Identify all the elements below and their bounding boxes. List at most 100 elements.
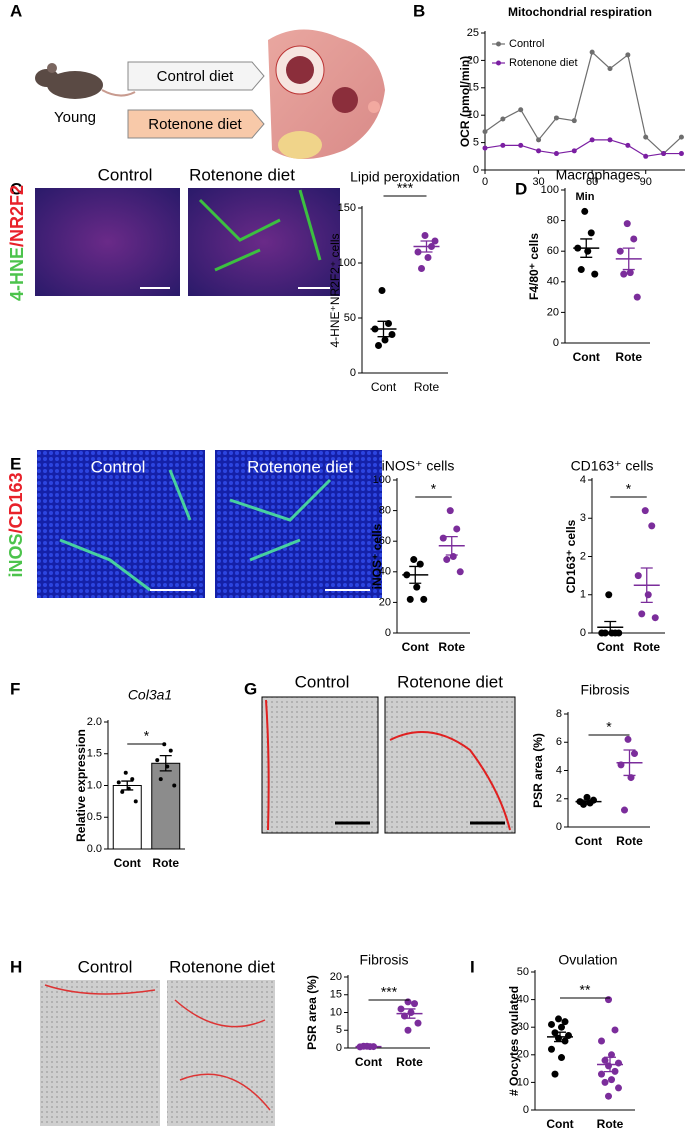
data-point — [651, 614, 659, 622]
chart-title: Mitochondrial respiration — [508, 5, 652, 19]
y-tick-label: 50 — [517, 966, 529, 978]
data-point — [456, 568, 464, 576]
stain-streaks — [198, 189, 322, 272]
significance-label: ** — [580, 982, 591, 998]
micrograph — [37, 450, 205, 598]
error-bar — [409, 565, 422, 584]
legend-label: Rotenone diet — [509, 57, 578, 69]
data-point — [536, 148, 542, 154]
chart-title: Fibrosis — [359, 952, 408, 968]
error-bar — [582, 799, 595, 804]
data-point — [449, 553, 457, 560]
y-tick-label: 20 — [547, 306, 559, 318]
x-axis-label: Min — [576, 191, 595, 203]
x-tick-label: 30 — [532, 176, 544, 188]
data-point — [624, 735, 632, 743]
x-tick-label: Rote — [615, 350, 642, 364]
panel-letter: E — [10, 454, 21, 473]
image-label: Control — [91, 457, 146, 476]
y-tick-label: 2 — [580, 550, 586, 562]
bar — [112, 785, 142, 850]
y-tick-label: 30 — [517, 1021, 529, 1033]
data-point — [630, 235, 638, 243]
y-tick-label: 0 — [523, 1104, 529, 1116]
panel-letter: G — [244, 679, 257, 698]
micrograph — [188, 188, 340, 296]
data-point — [404, 998, 412, 1006]
x-tick-label: Cont — [573, 350, 600, 364]
diagram — [35, 29, 385, 160]
y-tick-label: 10 — [467, 109, 479, 121]
chart-title: Lipid peroxidation — [350, 169, 460, 185]
data-point — [583, 793, 591, 801]
mouse-tail — [101, 89, 136, 97]
y-tick-label: 10 — [517, 1076, 529, 1088]
data-point — [623, 220, 631, 228]
y-tick-label: 20 — [330, 971, 342, 983]
x-tick-label: Cont — [597, 640, 624, 654]
stain-label: 4-HNE/NR2F2 — [7, 185, 27, 301]
x-tick-label: 60 — [586, 176, 598, 188]
data-point — [605, 996, 612, 1004]
y-axis-label: F4/80⁺ cells — [527, 233, 541, 300]
data-point — [431, 237, 439, 245]
data-point — [591, 270, 599, 278]
error-bar — [403, 1008, 416, 1019]
micrograph — [261, 696, 379, 834]
y-tick-label: 10 — [330, 1006, 342, 1018]
data-point — [631, 750, 638, 758]
data-point — [411, 1000, 418, 1008]
data-point — [605, 1092, 612, 1100]
data-point — [644, 591, 652, 599]
data-point — [421, 232, 429, 239]
y-tick-label: 150 — [338, 202, 356, 214]
x-tick-label: Rote — [616, 834, 643, 848]
legend-marker — [496, 60, 501, 66]
y-tick-label: 5 — [473, 137, 479, 149]
data-point — [158, 777, 163, 782]
data-point — [608, 1076, 615, 1084]
significance-label: * — [626, 481, 632, 497]
x-tick-label: 0 — [482, 176, 488, 188]
image-label: Control — [98, 165, 153, 184]
x-tick-label: Cont — [371, 380, 397, 394]
data-point — [446, 507, 454, 515]
data-point — [561, 1018, 569, 1026]
y-tick-label: 5 — [336, 1024, 342, 1036]
data-point — [407, 1009, 415, 1016]
data-point — [439, 534, 447, 542]
y-tick-label: 0 — [350, 367, 356, 379]
image-label: Rotenone diet — [397, 672, 503, 691]
diet-label: Rotenone diet — [148, 116, 242, 133]
image-label: Rotenone diet — [189, 165, 295, 184]
data-point — [414, 248, 422, 256]
y-tick-label: 20 — [517, 1049, 529, 1061]
data-point — [615, 1059, 622, 1067]
error-bar — [580, 238, 593, 258]
y-tick-label: 80 — [547, 215, 559, 227]
y-tick-label: 0 — [553, 337, 559, 349]
y-tick-label: 40 — [379, 566, 391, 578]
error-bar — [121, 780, 134, 791]
data-point — [661, 151, 667, 157]
panel-letter: A — [10, 1, 22, 20]
data-point — [608, 1051, 615, 1059]
stain-part: iNOS — [6, 534, 26, 578]
data-point — [414, 1019, 422, 1027]
data-point — [130, 777, 135, 782]
data-point — [601, 1078, 609, 1086]
data-point — [155, 758, 160, 763]
panel-letter: F — [10, 679, 20, 698]
data-point — [587, 229, 595, 237]
error-bar — [604, 620, 617, 634]
data-point — [443, 556, 451, 564]
follicle — [332, 87, 358, 113]
data-point — [616, 247, 624, 255]
image-label: Rotenone diet — [247, 457, 353, 476]
stain-label: iNOS/CD163 — [6, 472, 26, 577]
panel-letter: B — [413, 1, 425, 20]
micrograph — [35, 188, 180, 296]
data-point — [633, 293, 641, 301]
mouse-head — [35, 69, 59, 87]
data-point — [404, 1026, 412, 1034]
